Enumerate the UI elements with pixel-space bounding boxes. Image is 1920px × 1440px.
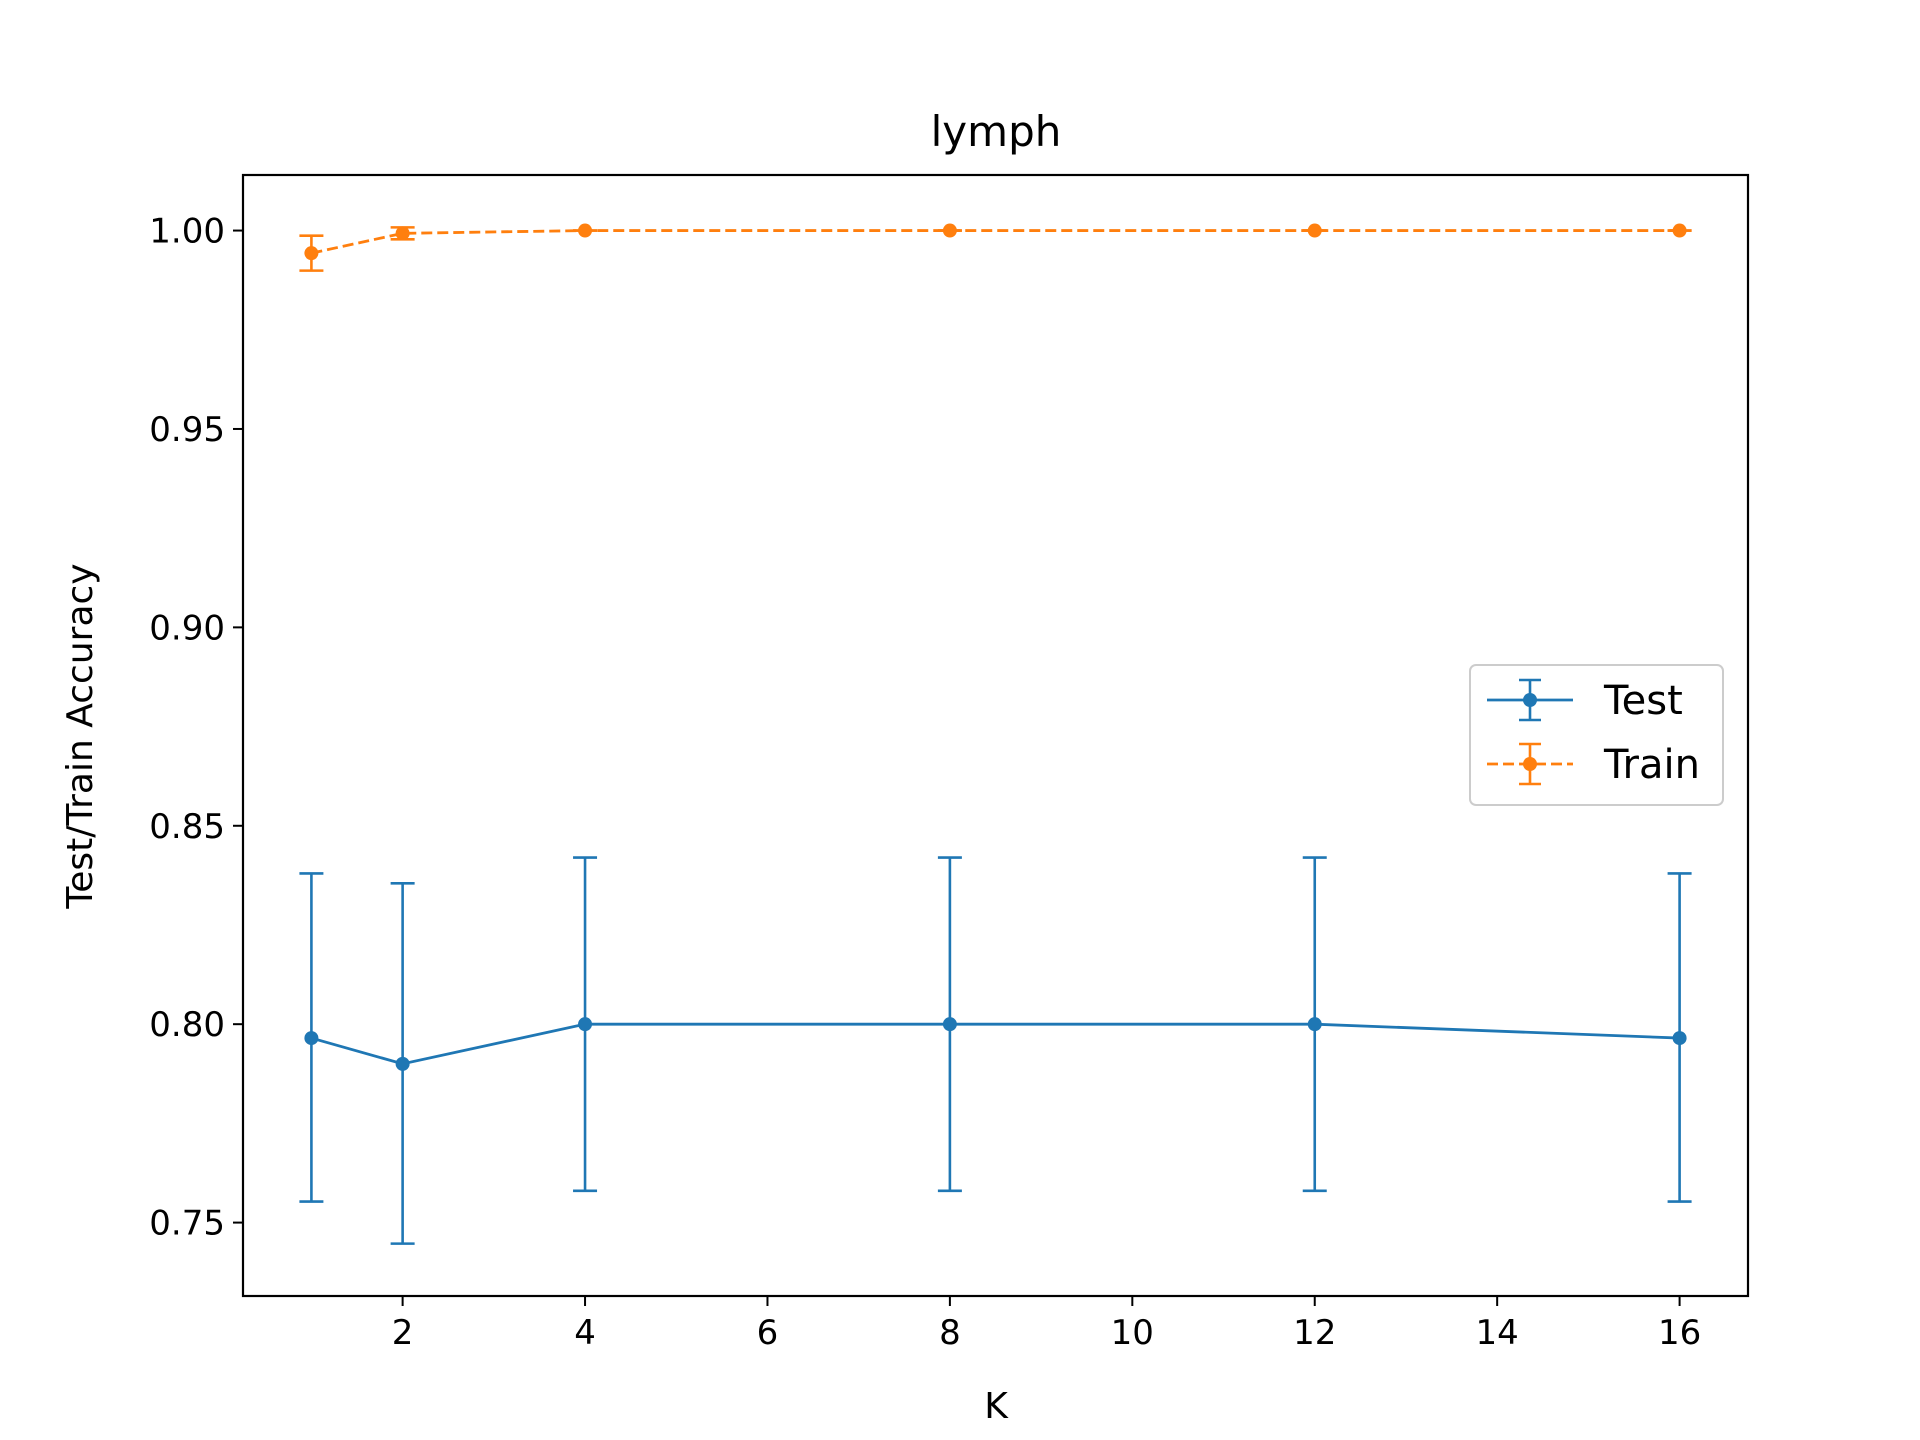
legend-marker [1523,757,1537,771]
data-point [304,1031,319,1046]
x-tick-label: 2 [392,1313,414,1353]
series-line [311,1022,1680,1066]
series-test [299,856,1692,1245]
x-tick-label: 10 [1111,1313,1154,1353]
y-tick-label: 0.90 [149,608,225,648]
data-point [1307,223,1322,238]
data-point [395,226,410,241]
x-axis-label: K [984,1386,1009,1427]
y-tick-label: 1.00 [149,212,225,252]
legend-label: Test [1603,678,1683,724]
y-tick-label: 0.85 [149,807,225,847]
y-axis: 0.75 0.80 0.85 0.90 0.95 1.00 [149,212,243,1244]
axes-frame [241,173,1750,1298]
data-point [578,1017,593,1032]
y-tick-label: 0.75 [149,1204,225,1244]
data-point [1672,1031,1687,1046]
series-line [311,229,1680,255]
x-tick-label: 6 [757,1313,779,1353]
y-axis-label: Test/Train Accuracy [60,563,101,909]
plot-area [299,223,1692,1245]
y-tick-label: 0.95 [149,410,225,450]
legend-entry-train: Train [1487,742,1700,788]
series-train [299,223,1692,272]
legend: Test Train [1469,664,1724,806]
chart-title: lymph [931,107,1062,156]
legend-entry-test: Test [1487,678,1683,724]
y-tick-label: 0.80 [149,1005,225,1045]
data-point [1672,223,1687,238]
data-point [578,223,593,238]
data-point [304,246,319,261]
data-point [942,223,957,238]
x-tick-label: 16 [1658,1313,1701,1353]
x-tick-label: 4 [574,1313,596,1353]
x-tick-label: 14 [1476,1313,1519,1353]
data-point [1307,1017,1322,1032]
x-tick-label: 12 [1293,1313,1336,1353]
data-point [942,1017,957,1032]
data-point [395,1056,410,1071]
legend-marker [1523,693,1537,707]
x-axis: 2 4 6 8 10 12 14 16 [392,1296,1701,1353]
x-tick-label: 8 [939,1313,961,1353]
legend-label: Train [1603,742,1700,788]
